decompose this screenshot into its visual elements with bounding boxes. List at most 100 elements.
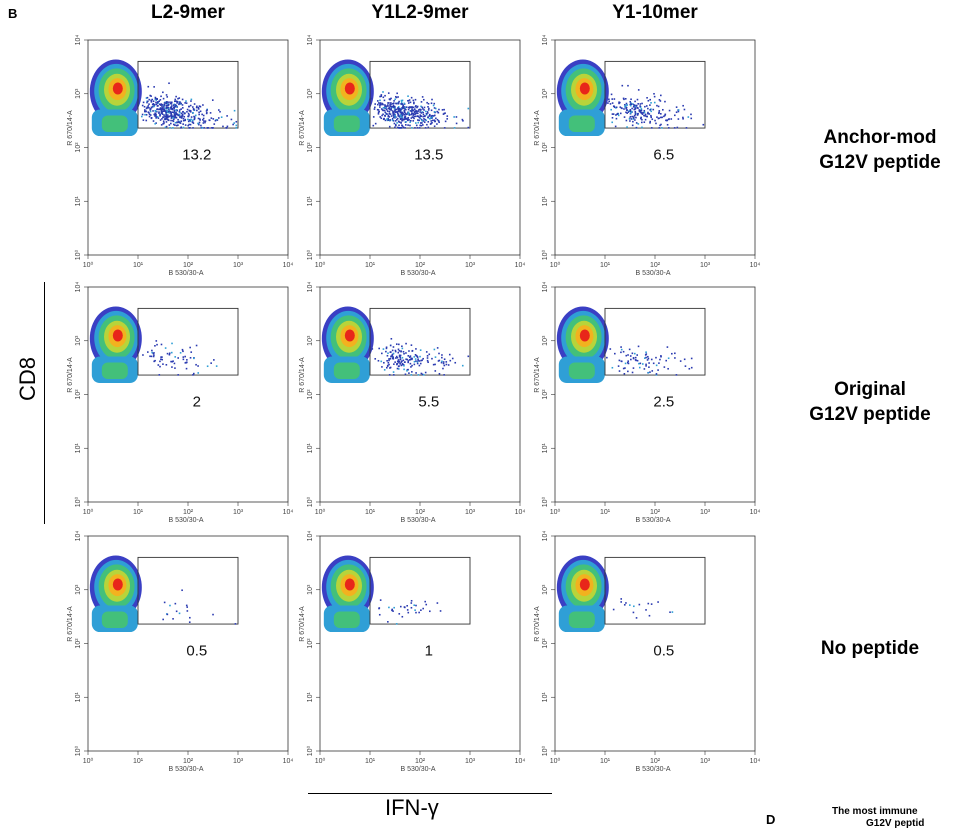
density-tail-core xyxy=(102,612,128,629)
event-dot xyxy=(151,117,153,119)
event-dot xyxy=(154,123,156,125)
event-dot xyxy=(164,104,166,106)
event-dot xyxy=(182,350,184,352)
event-dot xyxy=(410,602,412,604)
y-tick-label: 10⁰ xyxy=(74,250,82,261)
event-dot xyxy=(153,106,155,108)
event-dot xyxy=(618,115,620,117)
event-dot xyxy=(183,116,185,118)
event-dot xyxy=(404,117,406,119)
event-dot xyxy=(388,362,390,364)
event-dot xyxy=(184,102,186,104)
flow-plot-2: 10⁰10⁰10¹10¹10²10²10³10³10⁴10⁴B 530/30-A… xyxy=(299,35,525,277)
event-dot xyxy=(402,113,404,115)
event-dot xyxy=(212,614,214,616)
event-dot xyxy=(175,106,177,108)
event-dot xyxy=(406,106,408,108)
event-dot xyxy=(690,114,692,116)
event-dot xyxy=(402,104,404,106)
event-dot xyxy=(416,110,418,112)
event-dot xyxy=(449,360,451,362)
y-tick-label: 10³ xyxy=(75,335,82,346)
event-dot xyxy=(170,103,172,105)
event-dot xyxy=(175,104,177,106)
event-dot xyxy=(382,103,384,105)
event-dot xyxy=(676,374,678,376)
x-tick-label: 10⁰ xyxy=(550,508,561,516)
y-tick-label: 10⁰ xyxy=(306,250,314,261)
event-dot xyxy=(644,368,646,370)
gate-percent-label: 1 xyxy=(425,642,433,659)
gate-percent-label: 2.5 xyxy=(653,393,674,410)
event-dot xyxy=(420,109,422,111)
event-dot xyxy=(656,116,658,118)
event-dot xyxy=(411,127,413,129)
event-dot xyxy=(168,111,170,113)
y-tick-label: 10² xyxy=(75,638,82,649)
event-dot xyxy=(657,601,659,603)
event-dot xyxy=(169,354,171,356)
event-dot xyxy=(398,110,400,112)
event-dot xyxy=(667,346,669,348)
event-dot xyxy=(202,104,204,106)
event-dot xyxy=(171,361,173,363)
event-dot xyxy=(434,349,436,351)
event-dot xyxy=(614,353,616,355)
event-dot xyxy=(407,124,409,126)
event-dot xyxy=(626,109,628,111)
event-dot xyxy=(197,365,199,367)
event-dot xyxy=(631,108,633,110)
x-tick-label: 10² xyxy=(183,509,194,516)
event-dot xyxy=(443,363,445,365)
event-dot xyxy=(631,118,633,120)
event-dot xyxy=(643,110,645,112)
event-dot xyxy=(179,109,181,111)
event-dot xyxy=(215,120,217,122)
event-dot xyxy=(410,106,412,108)
density-tail-core xyxy=(334,363,360,380)
event-dot xyxy=(399,363,401,365)
event-dot xyxy=(668,127,670,129)
event-dot xyxy=(388,102,390,104)
event-dot xyxy=(213,359,215,361)
event-dot xyxy=(398,101,400,103)
event-dot xyxy=(186,362,188,364)
event-dot xyxy=(174,367,176,369)
event-dot xyxy=(192,106,194,108)
event-dot xyxy=(377,104,379,106)
event-dot xyxy=(647,356,649,358)
event-dot xyxy=(147,97,149,99)
event-dot xyxy=(641,103,643,105)
event-dot xyxy=(156,344,158,346)
event-dot xyxy=(404,111,406,113)
event-dot xyxy=(184,356,186,358)
event-dot xyxy=(396,356,398,358)
event-dot xyxy=(200,111,202,113)
y-axis-title: R 670/14-A xyxy=(534,110,541,146)
event-dot xyxy=(412,114,414,116)
event-dot xyxy=(620,113,622,115)
event-dot xyxy=(644,115,646,117)
event-dot xyxy=(385,107,387,109)
event-dot xyxy=(630,105,632,107)
event-dot xyxy=(398,344,400,346)
event-dot xyxy=(174,114,176,116)
event-dot xyxy=(383,348,385,350)
event-dot xyxy=(404,127,406,129)
event-dot xyxy=(393,363,395,365)
event-dot xyxy=(162,363,164,365)
event-dot xyxy=(677,127,679,129)
y-tick-label: 10² xyxy=(307,638,314,649)
event-dot xyxy=(403,351,405,353)
event-dot xyxy=(639,367,641,369)
event-dot xyxy=(654,102,656,104)
event-dot xyxy=(161,110,163,112)
y-tick-label: 10³ xyxy=(542,335,549,346)
event-dot xyxy=(419,111,421,113)
event-dot xyxy=(188,116,190,118)
event-dot xyxy=(183,120,185,122)
event-dot xyxy=(630,112,632,114)
event-dot xyxy=(398,125,400,127)
event-dot xyxy=(642,363,644,365)
event-dot xyxy=(415,358,417,360)
